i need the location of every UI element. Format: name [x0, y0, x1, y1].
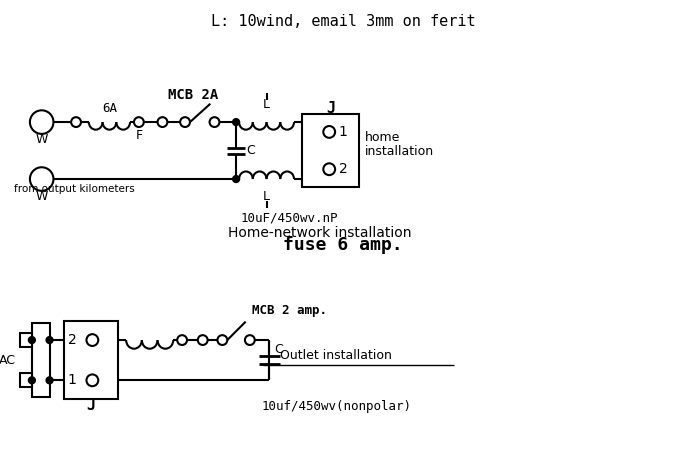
Text: 10uf/450wv(nonpolar): 10uf/450wv(nonpolar)	[262, 400, 411, 414]
Text: J: J	[87, 398, 96, 414]
Text: J: J	[326, 101, 335, 116]
Circle shape	[233, 119, 239, 126]
Circle shape	[86, 374, 98, 386]
Text: 2: 2	[68, 333, 77, 347]
Circle shape	[46, 377, 53, 384]
Text: 1: 1	[338, 125, 347, 139]
Circle shape	[210, 117, 220, 127]
Circle shape	[324, 126, 335, 138]
Bar	[302, 114, 359, 187]
Circle shape	[180, 117, 190, 127]
Circle shape	[71, 117, 81, 127]
Text: MCB 2 amp.: MCB 2 amp.	[252, 304, 327, 317]
Circle shape	[46, 337, 53, 343]
Text: W: W	[36, 190, 48, 203]
Text: home: home	[365, 131, 400, 144]
Circle shape	[30, 110, 53, 134]
Text: 6A: 6A	[102, 102, 117, 115]
Text: from output kilometers: from output kilometers	[14, 184, 135, 194]
Text: L: L	[263, 190, 270, 203]
Text: 10uF/450wv.nP: 10uF/450wv.nP	[241, 212, 338, 225]
Circle shape	[324, 163, 335, 175]
Text: MCB 2A: MCB 2A	[168, 88, 218, 102]
Circle shape	[86, 334, 98, 346]
Text: 2: 2	[338, 162, 347, 176]
Text: C: C	[246, 144, 255, 157]
Circle shape	[245, 335, 255, 345]
Circle shape	[28, 377, 35, 384]
Text: installation: installation	[365, 145, 434, 158]
Text: Outlet installation: Outlet installation	[280, 349, 392, 362]
Bar	[20, 333, 32, 347]
Circle shape	[134, 117, 144, 127]
Circle shape	[158, 117, 167, 127]
Bar	[64, 321, 118, 399]
Text: Home-network installation: Home-network installation	[228, 226, 412, 240]
Circle shape	[197, 335, 208, 345]
Circle shape	[218, 335, 227, 345]
Text: F: F	[135, 130, 142, 142]
Circle shape	[233, 176, 239, 182]
Text: 1: 1	[68, 374, 77, 387]
Bar	[32, 324, 50, 397]
Circle shape	[30, 167, 53, 191]
Text: C: C	[274, 343, 283, 357]
Text: fuse 6 amp.: fuse 6 amp.	[283, 236, 403, 254]
Text: AC: AC	[0, 354, 16, 367]
Text: L: L	[263, 98, 270, 111]
Text: W: W	[36, 133, 48, 146]
Circle shape	[28, 337, 35, 343]
Circle shape	[177, 335, 187, 345]
Bar	[20, 374, 32, 387]
Text: L: 10wind, email 3mm on ferit: L: 10wind, email 3mm on ferit	[211, 15, 475, 30]
